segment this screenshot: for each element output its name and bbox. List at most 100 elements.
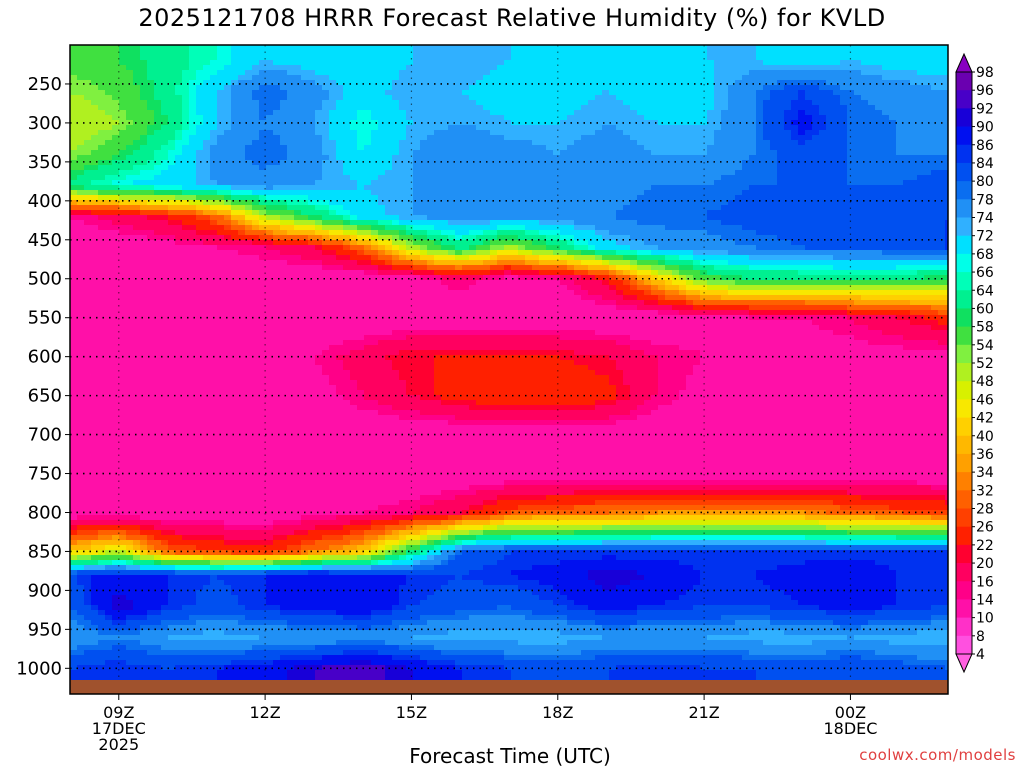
rh-cell bbox=[539, 100, 547, 106]
rh-cell bbox=[903, 50, 911, 56]
rh-cell bbox=[161, 180, 169, 186]
rh-cell bbox=[889, 205, 897, 211]
rh-cell bbox=[931, 170, 939, 176]
rh-cell bbox=[819, 110, 827, 116]
rh-cell bbox=[588, 195, 596, 201]
rh-cell bbox=[826, 50, 834, 56]
rh-cell bbox=[798, 170, 806, 176]
rh-cell bbox=[427, 45, 435, 51]
rh-cell bbox=[910, 115, 918, 121]
rh-cell bbox=[840, 210, 848, 216]
rh-cell bbox=[483, 50, 491, 56]
rh-cell bbox=[287, 70, 295, 76]
rh-cell bbox=[609, 235, 617, 241]
rh-cell bbox=[784, 220, 792, 226]
rh-cell bbox=[679, 100, 687, 106]
rh-cell bbox=[749, 200, 757, 206]
rh-cell bbox=[273, 70, 281, 76]
rh-cell bbox=[441, 210, 449, 216]
rh-cell bbox=[861, 215, 869, 221]
rh-cell bbox=[777, 130, 785, 136]
rh-cell bbox=[280, 210, 288, 216]
rh-cell bbox=[280, 120, 288, 126]
rh-cell bbox=[581, 70, 589, 76]
rh-cell bbox=[658, 95, 666, 101]
rh-cell bbox=[126, 100, 134, 106]
rh-cell bbox=[756, 70, 764, 76]
rh-cell bbox=[917, 175, 925, 181]
rh-cell bbox=[266, 75, 274, 81]
rh-cell bbox=[630, 130, 638, 136]
rh-cell bbox=[553, 215, 561, 221]
rh-cell bbox=[455, 180, 463, 186]
rh-cell bbox=[532, 210, 540, 216]
rh-cell bbox=[728, 110, 736, 116]
rh-cell bbox=[924, 135, 932, 141]
rh-cell bbox=[644, 180, 652, 186]
rh-cell bbox=[427, 90, 435, 96]
rh-cell bbox=[861, 65, 869, 71]
rh-cell bbox=[945, 80, 948, 86]
rh-cell bbox=[756, 140, 764, 146]
rh-cell bbox=[287, 230, 295, 236]
rh-cell bbox=[623, 220, 631, 226]
rh-cell bbox=[448, 155, 456, 161]
rh-cell bbox=[301, 205, 309, 211]
rh-cell bbox=[826, 230, 834, 236]
rh-cell bbox=[231, 75, 239, 81]
rh-cell bbox=[84, 185, 92, 191]
rh-cell bbox=[875, 45, 883, 51]
rh-cell bbox=[294, 165, 302, 171]
rh-cell bbox=[658, 220, 666, 226]
rh-cell bbox=[574, 200, 582, 206]
rh-cell bbox=[105, 45, 113, 51]
rh-cell bbox=[896, 200, 904, 206]
rh-cell bbox=[210, 185, 218, 191]
rh-cell bbox=[602, 225, 610, 231]
rh-cell bbox=[182, 230, 190, 236]
rh-cell bbox=[168, 115, 176, 121]
rh-cell bbox=[553, 140, 561, 146]
rh-cell bbox=[350, 50, 358, 56]
rh-cell bbox=[357, 200, 365, 206]
rh-cell bbox=[609, 110, 617, 116]
rh-cell bbox=[182, 100, 190, 106]
rh-cell bbox=[532, 65, 540, 71]
rh-cell bbox=[126, 150, 134, 156]
rh-cell bbox=[322, 145, 330, 151]
rh-cell bbox=[840, 180, 848, 186]
rh-cell bbox=[518, 140, 526, 146]
rh-cell bbox=[315, 210, 323, 216]
rh-cell bbox=[812, 100, 820, 106]
rh-cell bbox=[406, 160, 414, 166]
rh-cell bbox=[259, 155, 267, 161]
rh-cell bbox=[504, 215, 512, 221]
rh-cell bbox=[693, 75, 701, 81]
rh-cell bbox=[819, 125, 827, 131]
rh-cell bbox=[119, 205, 127, 211]
rh-cell bbox=[805, 210, 813, 216]
rh-cell bbox=[896, 145, 904, 151]
rh-cell bbox=[476, 195, 484, 201]
rh-cell bbox=[679, 125, 687, 131]
rh-cell bbox=[357, 165, 365, 171]
rh-cell bbox=[735, 120, 743, 126]
rh-cell bbox=[399, 50, 407, 56]
rh-cell bbox=[385, 240, 393, 246]
rh-cell bbox=[280, 50, 288, 56]
rh-cell bbox=[931, 115, 939, 121]
rh-cell bbox=[812, 135, 820, 141]
rh-cell bbox=[560, 215, 568, 221]
rh-cell bbox=[595, 85, 603, 91]
rh-cell bbox=[77, 140, 85, 146]
rh-cell bbox=[455, 175, 463, 181]
rh-cell bbox=[581, 235, 589, 241]
rh-cell bbox=[784, 95, 792, 101]
rh-cell bbox=[868, 230, 876, 236]
rh-cell bbox=[161, 80, 169, 86]
rh-cell bbox=[833, 125, 841, 131]
rh-cell bbox=[567, 150, 575, 156]
rh-cell bbox=[434, 180, 442, 186]
rh-cell bbox=[588, 75, 596, 81]
rh-cell bbox=[623, 75, 631, 81]
